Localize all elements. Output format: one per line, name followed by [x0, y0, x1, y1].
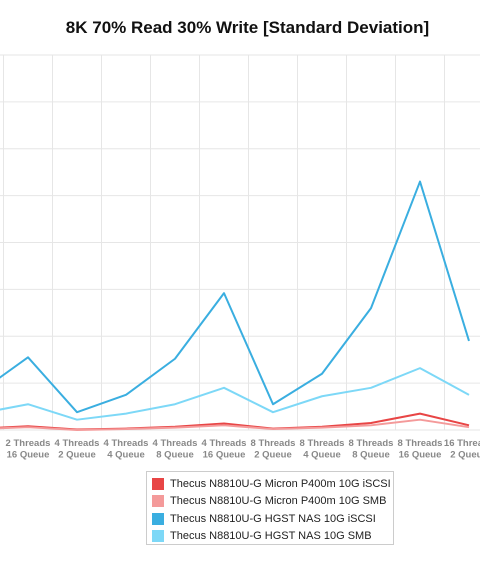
- legend-item-micron-smb[interactable]: Thecus N8810U-G Micron P400m 10G SMB: [152, 493, 393, 511]
- x-tick-label: 8 Threads: [398, 438, 443, 449]
- x-tick-label: 8 Threads: [251, 438, 296, 449]
- x-tick-label: 16 Threads: [444, 438, 480, 449]
- x-tick-label: 2 Queue: [254, 450, 292, 461]
- x-tick-label: 8 Threads: [300, 438, 345, 449]
- legend-label-micron-smb: Thecus N8810U-G Micron P400m 10G SMB: [170, 495, 387, 508]
- series-line-3: [0, 367, 470, 421]
- x-tick-label: 4 Queue: [303, 450, 341, 461]
- chart-legend: Thecus N8810U-G Micron P400m 10G iSCSI T…: [146, 471, 394, 545]
- x-tick-label: 8 Queue: [352, 450, 390, 461]
- chart-title: 8K 70% Read 30% Write [Standard Deviatio…: [65, 18, 430, 37]
- legend-item-hgst-smb[interactable]: Thecus N8810U-G HGST NAS 10G SMB: [152, 528, 393, 546]
- x-tick-label: 16 Queue: [7, 450, 50, 461]
- x-tick-label: 2 Queue: [58, 450, 96, 461]
- chart-grid: [0, 54, 480, 431]
- chart-series-lines: [0, 180, 470, 431]
- legend-swatch-micron-iscsi: [152, 477, 164, 490]
- x-tick-label: 4 Threads: [55, 438, 100, 449]
- x-tick-label: 2 Queue: [450, 450, 480, 461]
- legend-label-hgst-smb: Thecus N8810U-G HGST NAS 10G SMB: [170, 530, 372, 543]
- x-tick-label: 16 Queue: [203, 450, 246, 461]
- x-tick-label: 4 Threads: [202, 438, 247, 449]
- x-tick-label: 2 Threads: [6, 438, 51, 449]
- x-tick-label: 16 Queue: [399, 450, 442, 461]
- x-tick-label: 8 Threads: [349, 438, 394, 449]
- legend-swatch-hgst-smb: [152, 530, 164, 543]
- legend-swatch-micron-smb: [152, 495, 164, 508]
- legend-label-hgst-iscsi: Thecus N8810U-G HGST NAS 10G iSCSI: [170, 512, 376, 525]
- x-tick-label: 4 Threads: [104, 438, 149, 449]
- x-tick-label: 8 Queue: [156, 450, 194, 461]
- legend-item-micron-iscsi[interactable]: Thecus N8810U-G Micron P400m 10G iSCSI: [152, 475, 393, 493]
- x-tick-label: 4 Queue: [107, 450, 145, 461]
- legend-label-micron-iscsi: Thecus N8810U-G Micron P400m 10G iSCSI: [170, 477, 391, 490]
- x-tick-label: 4 Threads: [153, 438, 198, 449]
- legend-item-hgst-iscsi[interactable]: Thecus N8810U-G HGST NAS 10G iSCSI: [152, 510, 393, 528]
- legend-swatch-hgst-iscsi: [152, 512, 164, 525]
